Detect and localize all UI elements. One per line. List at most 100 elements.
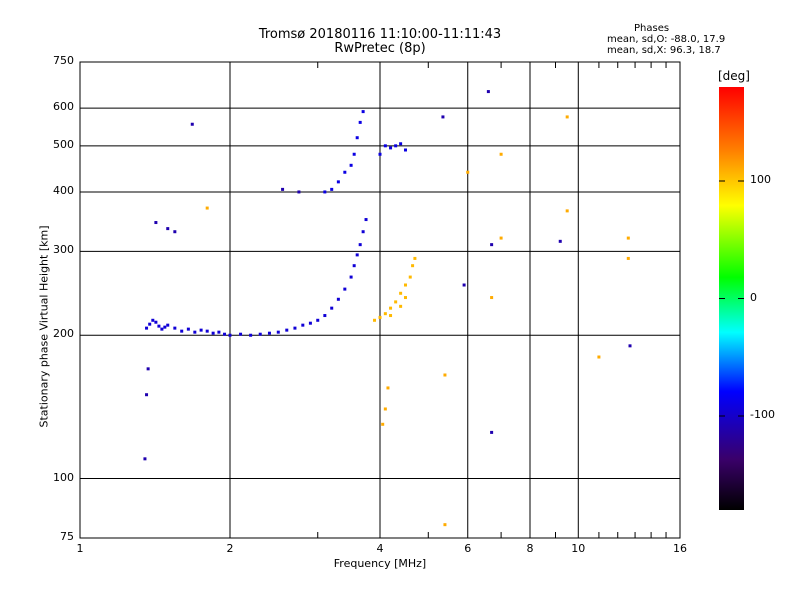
data-point: [383, 407, 387, 411]
data-point: [336, 297, 340, 301]
plot-frame: [79, 61, 681, 539]
data-point: [323, 190, 327, 194]
data-point: [490, 296, 494, 300]
data-point: [389, 146, 393, 150]
grid: [79, 61, 681, 539]
data-point: [308, 321, 312, 325]
data-point: [249, 333, 253, 337]
data-point: [466, 170, 470, 174]
data-point: [411, 264, 415, 268]
data-point: [499, 236, 503, 240]
data-point: [597, 355, 601, 359]
data-point: [343, 287, 347, 291]
x-tick-label: 8: [526, 542, 534, 555]
data-point: [267, 331, 271, 335]
data-point: [565, 115, 569, 119]
data-point: [228, 333, 232, 337]
data-point: [441, 115, 445, 119]
data-point: [408, 275, 412, 279]
data-point: [193, 330, 197, 334]
data-point: [330, 187, 334, 191]
x-tick-label: 10: [571, 542, 586, 555]
data-point: [157, 324, 161, 328]
data-point: [258, 332, 262, 336]
colorbar-label: [deg]: [718, 69, 750, 83]
data-point: [166, 227, 170, 231]
data-point: [205, 329, 209, 333]
data-point: [330, 306, 334, 310]
y-axis-label: Stationary phase Virtual Height [km]: [37, 225, 51, 428]
data-point: [211, 331, 215, 335]
data-point: [399, 142, 403, 146]
data-point: [180, 329, 184, 333]
data-point: [399, 291, 403, 295]
data-point: [316, 318, 320, 322]
data-point: [486, 90, 490, 94]
data-point: [145, 393, 149, 397]
data-point: [352, 264, 356, 268]
data-point: [276, 330, 280, 334]
y-tick-label: 600: [53, 100, 74, 114]
data-point: [186, 327, 190, 331]
data-point: [358, 120, 362, 124]
chart-subtitle: RwPretec (8p): [334, 41, 426, 56]
data-point: [143, 457, 147, 461]
data-point: [281, 187, 285, 191]
y-tick-label: 200: [53, 327, 74, 341]
data-point: [403, 296, 407, 300]
colorbar-ticks: [719, 180, 744, 417]
data-point: [394, 144, 398, 148]
x-tick-label: 1: [76, 542, 84, 555]
data-point: [403, 283, 407, 287]
data-point: [349, 275, 353, 279]
data-point: [361, 110, 365, 114]
data-point: [490, 430, 494, 434]
data-point: [173, 326, 177, 330]
data-point: [163, 325, 167, 329]
data-point: [355, 136, 359, 140]
data-point: [217, 330, 221, 334]
data-point: [399, 304, 403, 308]
data-point: [628, 344, 632, 348]
data-point: [166, 323, 170, 327]
colorbar-tick-label: 0: [750, 290, 757, 304]
data-point: [378, 315, 382, 319]
data-point: [293, 326, 297, 330]
data-point: [239, 332, 243, 336]
stats-title: Phases: [634, 23, 670, 34]
data-point: [323, 314, 327, 318]
data-point: [389, 314, 393, 318]
x-tick-label: 4: [376, 542, 384, 555]
data-point: [626, 236, 630, 240]
data-point: [173, 230, 177, 234]
data-point: [146, 367, 150, 371]
data-point: [154, 320, 158, 324]
data-point: [383, 312, 387, 316]
data-point: [462, 283, 466, 287]
data-point: [190, 122, 194, 126]
data-points: [143, 90, 632, 527]
data-point: [565, 209, 569, 213]
data-point: [151, 318, 155, 322]
stats-o-mode: mean, sd,O: -88.0, 17.9: [607, 34, 726, 45]
data-point: [403, 148, 407, 152]
x-tick-label: 6: [464, 542, 472, 555]
data-point: [301, 323, 305, 327]
data-point: [160, 327, 164, 331]
chart-title: Tromsø 20180116 11:10:00-11:11:43: [258, 27, 502, 42]
data-point: [349, 163, 353, 167]
data-point: [223, 332, 227, 336]
data-point: [383, 144, 387, 148]
data-point: [285, 328, 289, 332]
data-point: [358, 243, 362, 247]
data-point: [378, 152, 382, 156]
data-point: [558, 239, 562, 243]
data-point: [443, 373, 447, 377]
data-point: [373, 318, 377, 322]
y-tick-label: 400: [53, 183, 74, 197]
data-point: [364, 218, 368, 222]
data-point: [389, 306, 393, 310]
data-point: [413, 256, 417, 260]
data-point: [154, 221, 158, 225]
